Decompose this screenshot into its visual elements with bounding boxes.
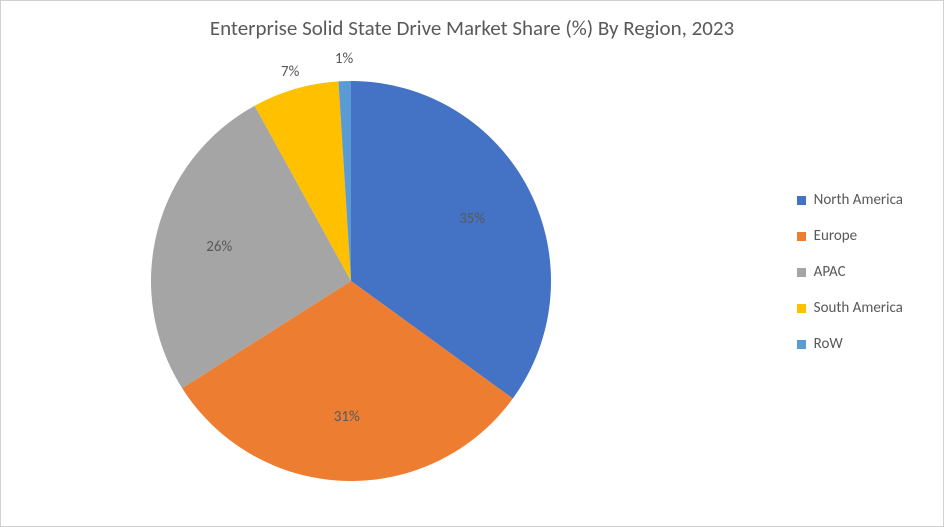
legend-label: South America (814, 299, 903, 317)
pie-data-label: 35% (459, 210, 485, 228)
pie-data-label: 26% (206, 238, 232, 256)
legend-swatch (797, 232, 806, 241)
legend-swatch (797, 268, 806, 277)
pie-data-label: 1% (335, 50, 353, 68)
legend-item: North America (797, 191, 903, 209)
legend-label: RoW (814, 335, 843, 353)
legend-item: Europe (797, 227, 903, 245)
legend-item: RoW (797, 335, 903, 353)
legend-item: South America (797, 299, 903, 317)
pie-data-label: 7% (281, 63, 299, 81)
pie-chart: 35%31%26%7%1% (141, 71, 561, 491)
legend-swatch (797, 196, 806, 205)
legend-label: Europe (814, 227, 857, 245)
chart-body: 35%31%26%7%1% North AmericaEuropeAPACSou… (1, 61, 943, 516)
legend: North America Europe APAC South America RoW (797, 191, 903, 353)
legend-label: North America (814, 191, 903, 209)
legend-swatch (797, 304, 806, 313)
pie-data-label: 31% (334, 408, 360, 426)
chart-container: Enterprise Solid State Drive Market Shar… (0, 0, 944, 527)
legend-swatch (797, 340, 806, 349)
legend-item: APAC (797, 263, 903, 281)
chart-title: Enterprise Solid State Drive Market Shar… (1, 1, 943, 41)
legend-label: APAC (814, 263, 846, 281)
pie-svg (141, 71, 561, 491)
